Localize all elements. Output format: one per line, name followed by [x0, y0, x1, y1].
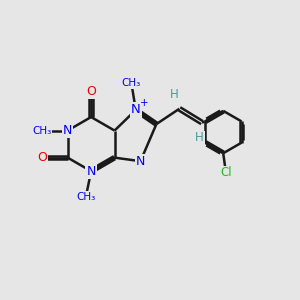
Text: H: H	[195, 131, 204, 144]
Text: N: N	[86, 165, 96, 178]
Text: N: N	[136, 155, 145, 168]
Text: N: N	[63, 124, 72, 137]
Text: CH₃: CH₃	[122, 78, 141, 88]
Text: H: H	[170, 88, 178, 100]
Text: +: +	[140, 98, 148, 109]
Text: O: O	[86, 85, 96, 98]
Text: O: O	[37, 151, 47, 164]
Text: CH₃: CH₃	[76, 192, 95, 202]
Text: N: N	[131, 103, 141, 116]
Text: CH₃: CH₃	[32, 126, 51, 136]
Text: Cl: Cl	[220, 167, 232, 179]
